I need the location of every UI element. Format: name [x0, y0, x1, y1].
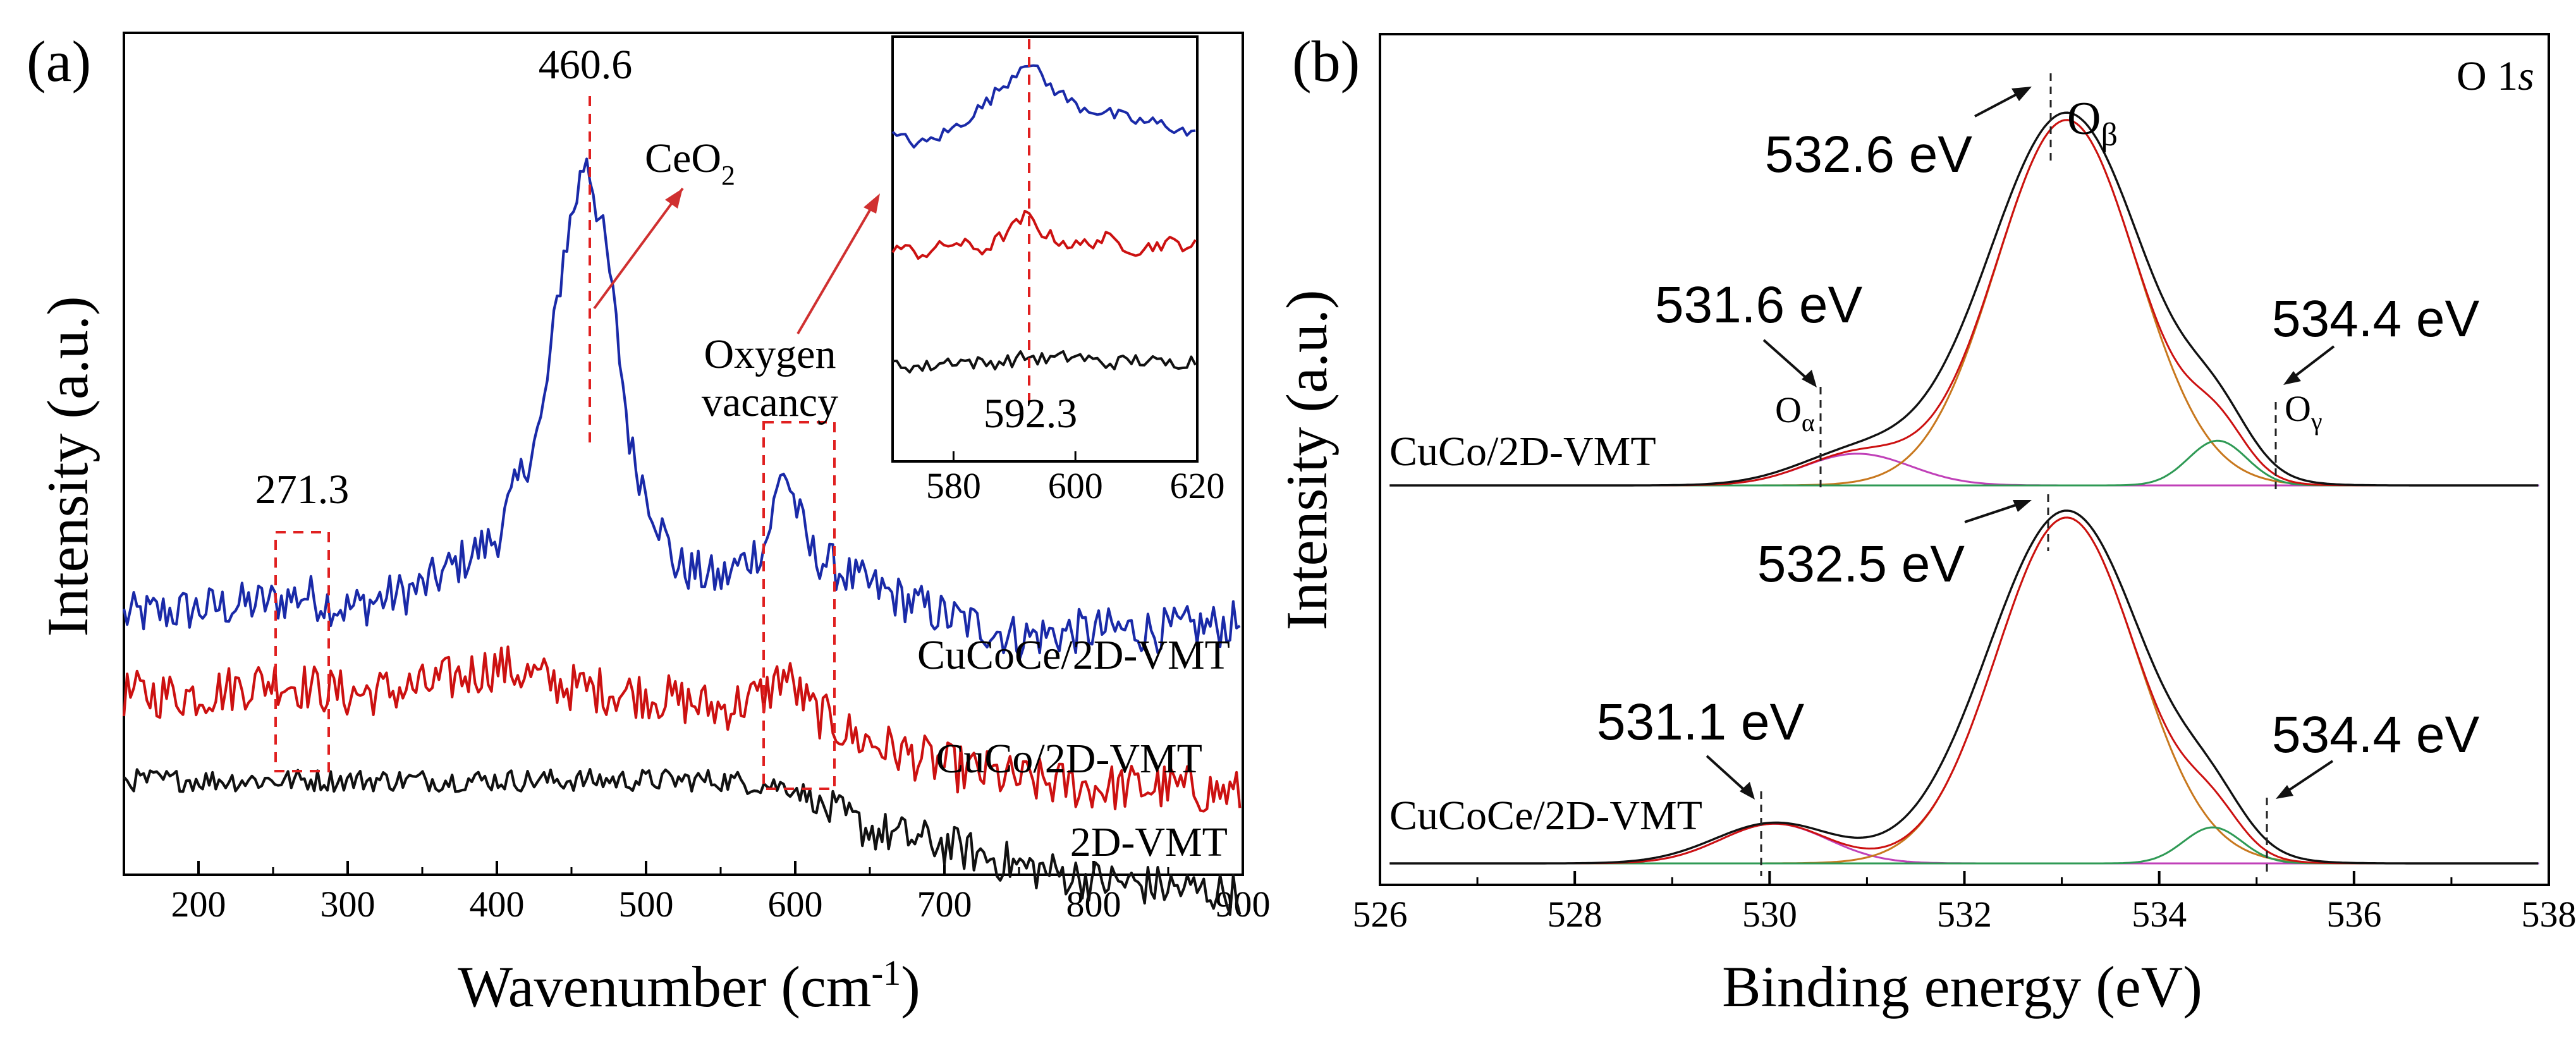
inset-xtick-label: 600	[1048, 465, 1103, 506]
panel-a-xlabel-sup: -1	[871, 954, 901, 993]
region-label-main: O 1	[2457, 53, 2518, 99]
panel-a-xtick-label: 700	[917, 884, 972, 925]
top-alpha-energy: 531.6 eV	[1655, 276, 1863, 334]
panel-b-xlabel: Binding energy (eV)	[1722, 954, 2202, 1019]
panel-a-label: (a)	[27, 29, 91, 94]
oxygen-vacancy-box	[762, 421, 836, 790]
panel-a-frame	[123, 32, 1244, 876]
panel-a-xtick-label: 400	[470, 884, 525, 925]
bot-beta-arrow	[1964, 502, 2022, 523]
panel-b-arrows	[1706, 90, 2335, 795]
top-gamma-energy: 534.4 eV	[2272, 290, 2480, 348]
top-alpha-arrow	[1762, 339, 1810, 382]
inset-series	[891, 64, 1197, 374]
ceo2-label-sub: 2	[721, 160, 735, 191]
panel-a-ylabel: Intensity (a.u.)	[35, 296, 100, 636]
peak-271-box	[274, 531, 330, 772]
legend-cucoce: CuCoCe/2D-VMT	[917, 632, 1230, 678]
inset-series-cuco-2d-vmt	[891, 209, 1197, 260]
panel-a-xtick-label: 500	[619, 884, 674, 925]
inset-xtick-label: 620	[1170, 465, 1225, 506]
panel-a-xtick-label: 200	[171, 884, 226, 925]
top-alpha-o: O	[1775, 389, 1802, 430]
inset-xtick-label: 580	[926, 465, 981, 506]
cucoce-2d-vmt-measured	[1389, 509, 2539, 865]
top-gamma-arrow	[2290, 345, 2335, 380]
panel-a-xtick-label: 300	[320, 884, 375, 925]
top-beta-symbol: Oβ	[2067, 93, 2118, 153]
panel-b-curves	[1389, 111, 2539, 865]
bot-beta-arrowhead	[2013, 500, 2032, 512]
bot-gamma-arrow	[2282, 760, 2334, 795]
panel-a-xlabel-end: )	[901, 954, 920, 1019]
panel-b-label: (b)	[1292, 29, 1360, 94]
inset-ticks: 580 600 620	[926, 451, 1225, 506]
bottom-sample-label: CuCoCe/2D-VMT	[1389, 793, 1702, 839]
region-label: O 1s	[2457, 53, 2534, 99]
oxygen-vacancy-label-2: vacancy	[702, 379, 838, 425]
legend-2dvmt: 2D-VMT	[1070, 819, 1228, 865]
inset-592: 580 600 620 592.3	[891, 35, 1225, 506]
ceo2-label-main: CeO	[645, 135, 721, 181]
panel-b-xtick-label: 530	[1742, 894, 1797, 935]
top-beta-arrow	[1974, 90, 2024, 118]
panel-b-xtick-label: 534	[2132, 894, 2187, 935]
top-beta-o: O	[2067, 93, 2101, 145]
top-gamma-o: O	[2285, 388, 2311, 429]
top-gamma-arrowhead	[2283, 371, 2301, 385]
top-beta-energy: 532.6 eV	[1765, 126, 1973, 183]
series-cuco-2d-vmt	[122, 645, 1242, 813]
bot-alpha-energy: 531.1 eV	[1597, 693, 1805, 751]
top-beta-sub: β	[2101, 117, 2117, 153]
series-cucoce-2d-vmt	[122, 157, 1241, 660]
top-alpha-arrowhead	[1802, 370, 1817, 387]
inset-series-2d-vmt	[892, 350, 1197, 374]
bot-beta-energy: 532.5 eV	[1757, 535, 1965, 593]
panel-a-ticks: 200 300 400 500 600 700 800 900	[123, 861, 1271, 925]
inset-frame	[891, 35, 1199, 463]
panel-b-arrowheads	[1740, 87, 2301, 800]
bot-gamma-arrowhead	[2276, 785, 2293, 799]
bot-alpha-arrow	[1706, 755, 1749, 794]
legend-cuco: CuCo/2D-VMT	[936, 736, 1202, 782]
top-gamma-symbol: Oγ	[2285, 388, 2323, 435]
ceo2-arrowhead	[665, 188, 683, 209]
cuco-2d-vmt-measured	[1389, 111, 2539, 487]
panel-a-xtick-label: 800	[1066, 884, 1121, 925]
top-beta-arrowhead	[2011, 87, 2032, 101]
oxygen-vacancy-arrowhead	[864, 193, 880, 214]
panel-a-series	[122, 157, 1242, 916]
panel-b-xtick-label: 536	[2326, 894, 2381, 935]
panel-b-ticks: 526 528 530 532 534 536 538	[1353, 871, 2576, 935]
ceo2-arrow	[593, 187, 684, 310]
panel-b-xtick-label: 532	[1937, 894, 1992, 935]
region-label-italic: s	[2518, 53, 2534, 99]
panel-a-xlabel: Wavenumber (cm-1)	[458, 954, 920, 1019]
panel-b-xtick-label: 526	[1353, 894, 1408, 935]
panel-b-xtick-label: 528	[1547, 894, 1602, 935]
peak-460-label: 460.6	[539, 42, 633, 88]
inset-series-cucoce-2d-vmt	[891, 64, 1196, 149]
panel-a-xtick-label: 600	[768, 884, 823, 925]
oxygen-vacancy-arrow	[797, 196, 879, 335]
series-2d-vmt	[123, 768, 1242, 916]
panel-b-xtick-label: 538	[2522, 894, 2576, 935]
bot-alpha-arrowhead	[1740, 782, 1755, 800]
panel-a-xlabel-main: Wavenumber (cm	[458, 954, 871, 1019]
panel-b-ylabel: Intensity (a.u.)	[1274, 289, 1339, 630]
ceo2-label: CeO2	[645, 135, 735, 191]
panel-a-raman: (a) 200 300 400 500 600 700 800 900 Intensity (…	[27, 29, 1271, 1019]
panel-a-xtick-label: 900	[1216, 884, 1271, 925]
panel-b-xps: (b) 526 528 530 532 534 536 538 Intensity (a.u…	[1274, 29, 2576, 1019]
top-sample-label: CuCo/2D-VMT	[1389, 429, 1656, 475]
bot-gamma-energy: 534.4 eV	[2272, 706, 2480, 764]
inset-label: 592.3	[984, 391, 1078, 437]
peak-271-label: 271.3	[255, 466, 350, 513]
oxygen-vacancy-label-1: Oxygen	[704, 331, 836, 377]
top-alpha-sub: α	[1802, 408, 1815, 437]
top-gamma-sub: γ	[2310, 407, 2323, 435]
top-alpha-symbol: Oα	[1775, 389, 1815, 437]
